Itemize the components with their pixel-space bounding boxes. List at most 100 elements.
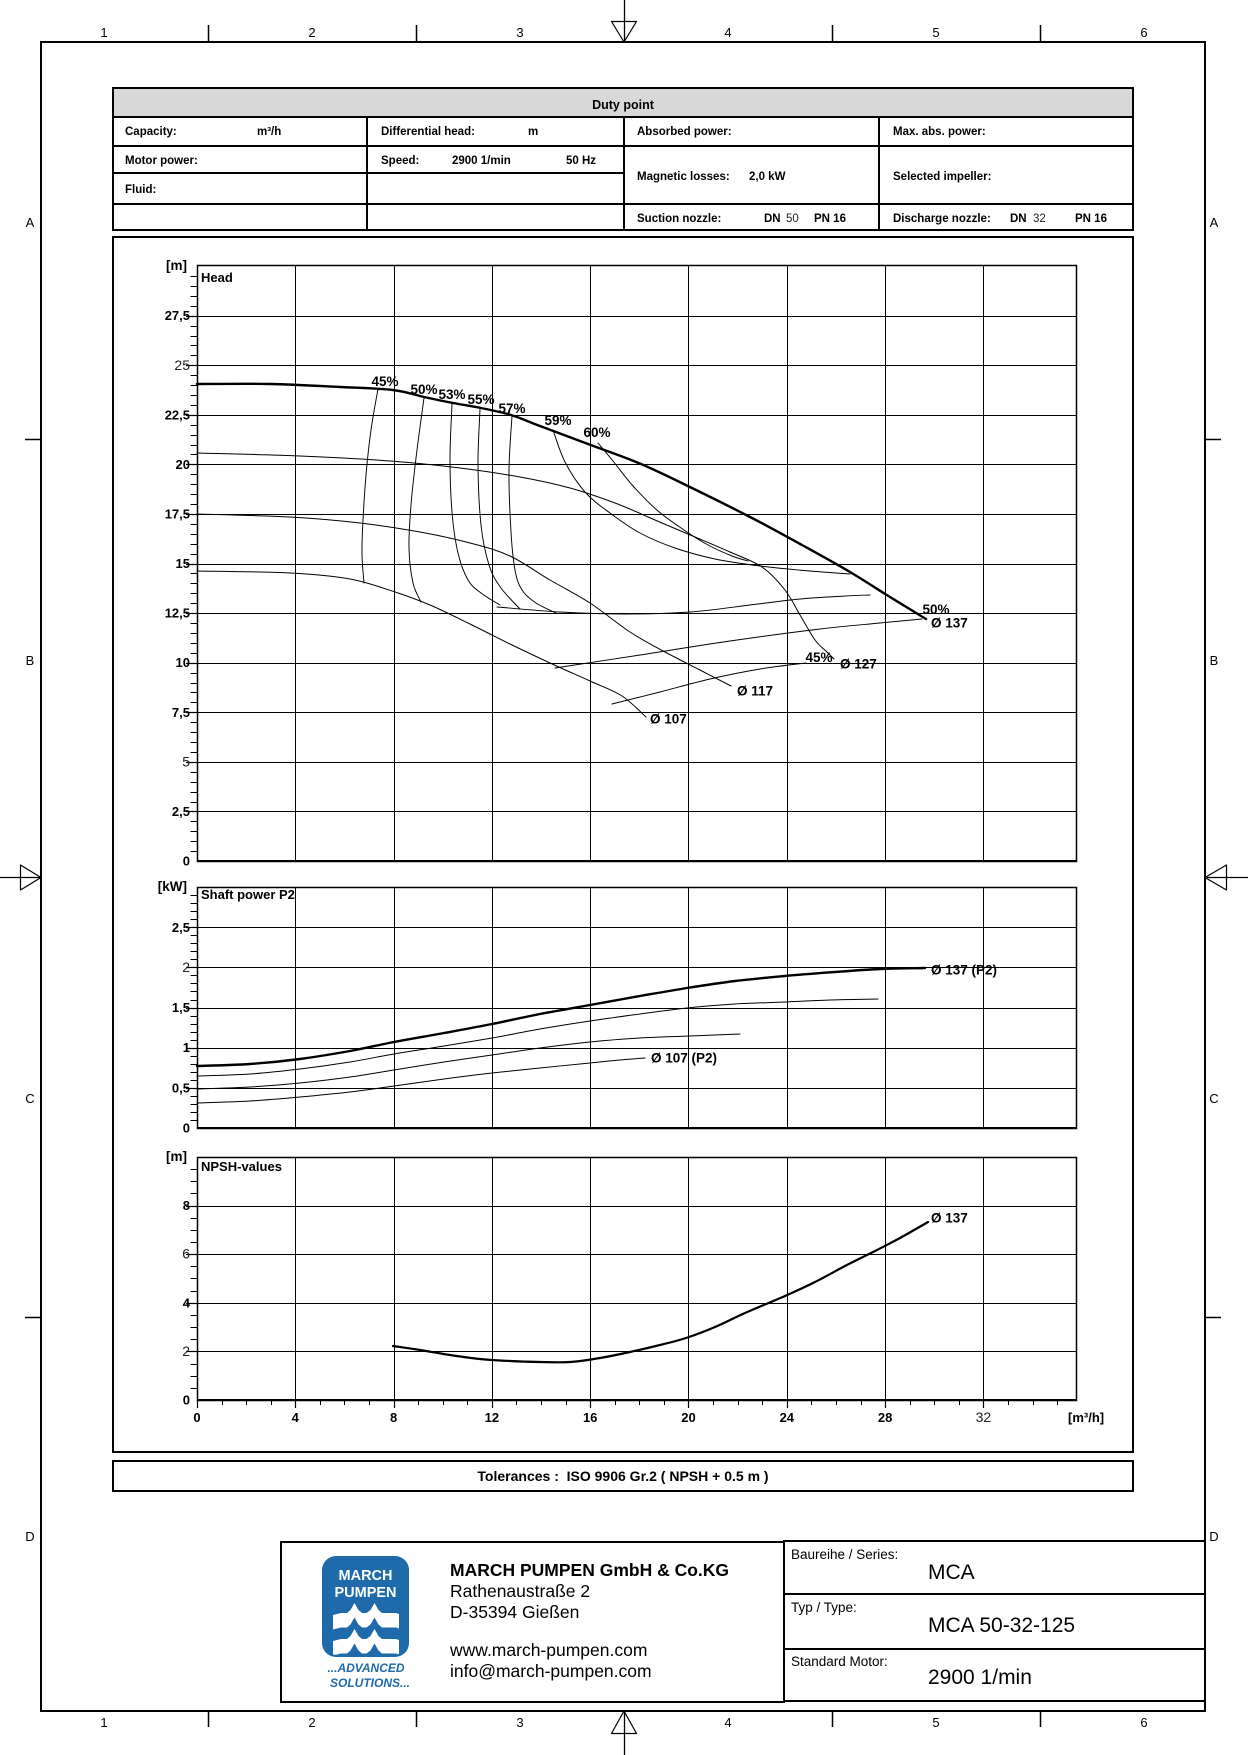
svg-text:2,5: 2,5 <box>172 920 190 935</box>
svg-text:24: 24 <box>780 1410 795 1425</box>
svg-text:Speed:: Speed: <box>381 155 419 167</box>
svg-text:MCA 50-32-125: MCA 50-32-125 <box>928 1614 1075 1637</box>
svg-text:10: 10 <box>176 655 190 670</box>
svg-text:Differential head:: Differential head: <box>381 126 475 138</box>
svg-text:DN: DN <box>764 213 781 225</box>
svg-text:DN: DN <box>1010 213 1027 225</box>
svg-text:3: 3 <box>516 1715 523 1730</box>
svg-text:5: 5 <box>932 1715 939 1730</box>
svg-text:32: 32 <box>976 1409 992 1425</box>
svg-text:Tolerances : ISO 9906 Gr.2 (: Tolerances : ISO 9906 Gr.2 ( NPSH + 0.5 … <box>477 1468 768 1484</box>
svg-text:3: 3 <box>516 25 523 40</box>
svg-text:2: 2 <box>308 25 315 40</box>
svg-text:NPSH-values: NPSH-values <box>201 1159 282 1174</box>
svg-text:1,5: 1,5 <box>172 1000 190 1015</box>
svg-text:50%: 50% <box>410 382 437 397</box>
svg-text:4: 4 <box>183 1295 191 1310</box>
svg-text:1: 1 <box>100 25 107 40</box>
svg-text:1: 1 <box>183 1040 190 1055</box>
svg-text:Head: Head <box>201 270 233 285</box>
svg-text:m³/h: m³/h <box>257 126 281 138</box>
svg-text:2,0 kW: 2,0 kW <box>749 171 786 183</box>
svg-text:4: 4 <box>724 1715 731 1730</box>
svg-text:www.march-pumpen.com: www.march-pumpen.com <box>449 1640 647 1660</box>
svg-text:50: 50 <box>786 213 799 225</box>
svg-text:[m³/h]: [m³/h] <box>1068 1410 1104 1425</box>
svg-text:Ø 107: Ø 107 <box>650 712 687 727</box>
svg-text:5: 5 <box>182 753 190 769</box>
svg-text:50 Hz: 50 Hz <box>566 155 596 167</box>
svg-text:D: D <box>25 1529 34 1544</box>
svg-text:8: 8 <box>183 1198 190 1213</box>
svg-text:PN 16: PN 16 <box>814 213 846 225</box>
svg-text:45%: 45% <box>805 650 832 665</box>
svg-text:Ø 137: Ø 137 <box>931 1211 968 1226</box>
svg-text:25: 25 <box>174 357 190 373</box>
svg-text:Max. abs. power:: Max. abs. power: <box>893 126 986 138</box>
svg-text:20: 20 <box>176 457 190 472</box>
svg-text:Ø 117: Ø 117 <box>737 684 773 699</box>
svg-text:6: 6 <box>1140 1715 1147 1730</box>
svg-text:15: 15 <box>176 556 190 571</box>
svg-text:7,5: 7,5 <box>172 705 190 720</box>
svg-text:57%: 57% <box>498 401 525 416</box>
svg-text:Magnetic losses:: Magnetic losses: <box>637 171 730 183</box>
svg-text:Ø 107 (P2): Ø 107 (P2) <box>651 1051 717 1066</box>
svg-text:53%: 53% <box>438 387 465 402</box>
svg-text:PUMPEN: PUMPEN <box>334 1585 396 1601</box>
svg-text:1: 1 <box>100 1715 107 1730</box>
svg-text:MCA: MCA <box>928 1561 975 1584</box>
svg-text:0: 0 <box>183 1121 190 1136</box>
svg-text:8: 8 <box>390 1410 397 1425</box>
svg-text:2900 1/min: 2900 1/min <box>452 155 511 167</box>
svg-text:Ø 137 (P2): Ø 137 (P2) <box>931 963 997 978</box>
svg-text:Fluid:: Fluid: <box>125 184 156 196</box>
svg-text:Standard Motor:: Standard Motor: <box>791 1654 888 1669</box>
svg-text:0: 0 <box>193 1410 200 1425</box>
svg-text:45%: 45% <box>371 374 398 389</box>
svg-text:B: B <box>1210 653 1219 668</box>
svg-text:2: 2 <box>182 959 190 975</box>
svg-text:C: C <box>25 1091 34 1106</box>
svg-text:50%: 50% <box>922 602 949 617</box>
svg-text:A: A <box>1210 215 1219 230</box>
svg-text:6: 6 <box>182 1246 190 1262</box>
svg-text:B: B <box>26 653 35 668</box>
svg-text:2,5: 2,5 <box>172 804 190 819</box>
svg-text:0: 0 <box>183 1393 190 1408</box>
svg-text:12: 12 <box>485 1410 499 1425</box>
svg-text:Selected impeller:: Selected impeller: <box>893 171 991 183</box>
svg-text:...ADVANCED: ...ADVANCED <box>327 1661 404 1675</box>
svg-text:2: 2 <box>182 1343 190 1359</box>
svg-text:Motor power:: Motor power: <box>125 155 198 167</box>
svg-text:6: 6 <box>1140 25 1147 40</box>
svg-text:SOLUTIONS...: SOLUTIONS... <box>330 1676 410 1690</box>
svg-text:Absorbed power:: Absorbed power: <box>637 126 732 138</box>
svg-text:Ø 137: Ø 137 <box>931 616 968 631</box>
svg-text:Shaft power P2: Shaft power P2 <box>201 887 295 902</box>
svg-text:info@march-pumpen.com: info@march-pumpen.com <box>450 1661 652 1681</box>
svg-text:17,5: 17,5 <box>165 507 190 522</box>
svg-text:Baureihe / Series:: Baureihe / Series: <box>791 1547 898 1562</box>
svg-text:28: 28 <box>878 1410 892 1425</box>
svg-text:59%: 59% <box>544 413 571 428</box>
svg-text:4: 4 <box>292 1410 300 1425</box>
svg-text:22,5: 22,5 <box>165 407 190 422</box>
svg-text:27,5: 27,5 <box>165 308 190 323</box>
svg-text:0: 0 <box>183 854 190 869</box>
svg-text:Typ / Type:: Typ / Type: <box>791 1600 857 1615</box>
svg-text:D-35394 Gießen: D-35394 Gießen <box>450 1602 579 1622</box>
svg-text:Duty point: Duty point <box>592 98 655 112</box>
svg-text:[m]: [m] <box>166 258 187 273</box>
svg-text:55%: 55% <box>467 392 494 407</box>
svg-text:A: A <box>26 215 35 230</box>
svg-text:16: 16 <box>583 1410 597 1425</box>
svg-text:60%: 60% <box>583 425 610 440</box>
svg-text:4: 4 <box>724 25 731 40</box>
svg-text:D: D <box>1209 1529 1218 1544</box>
svg-text:[kW]: [kW] <box>158 879 187 894</box>
svg-text:[m]: [m] <box>166 1149 187 1164</box>
svg-text:2900 1/min: 2900 1/min <box>928 1666 1032 1689</box>
svg-text:2: 2 <box>308 1715 315 1730</box>
svg-text:Suction nozzle:: Suction nozzle: <box>637 213 721 225</box>
